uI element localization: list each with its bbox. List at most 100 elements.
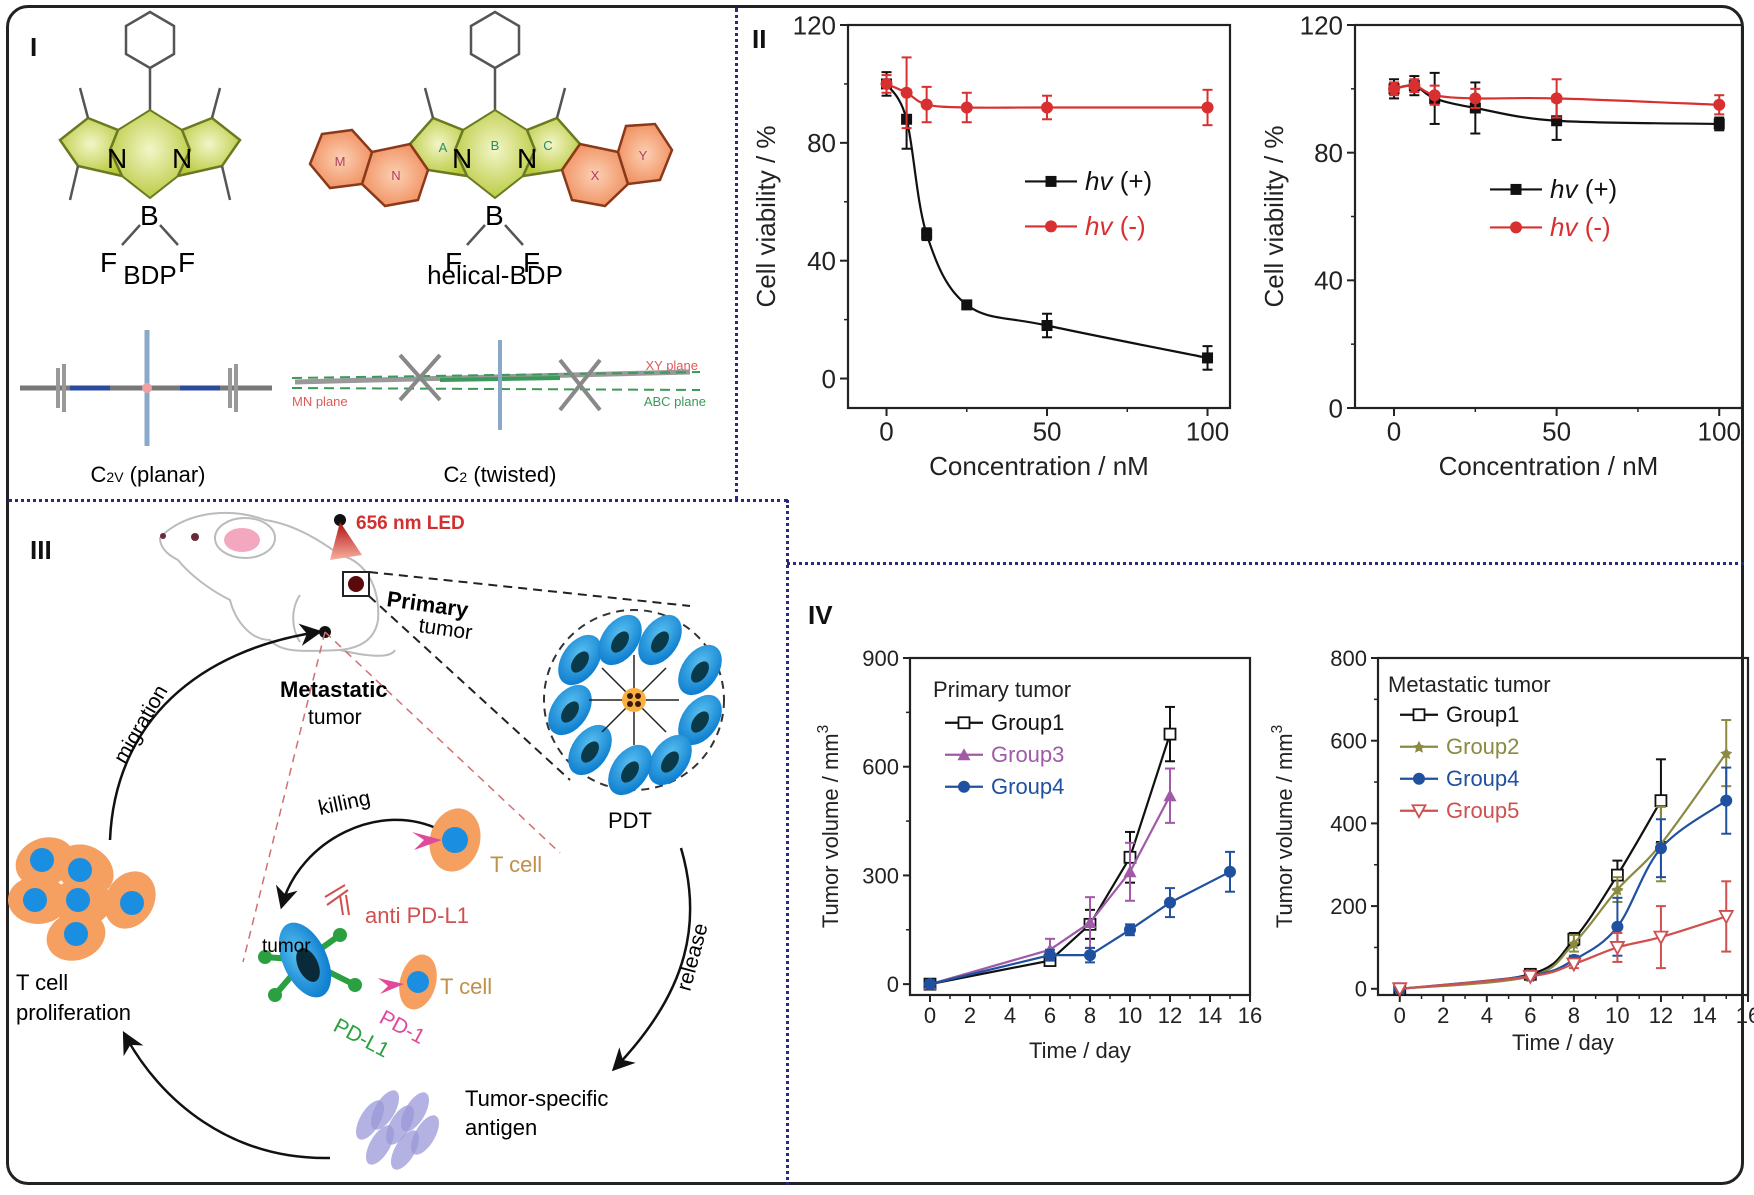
- twisted-structure-side-view: XY plane MN plane ABC plane C2 (twisted): [291, 340, 706, 487]
- legend-label: Group3: [991, 742, 1064, 767]
- data-point: [1083, 916, 1097, 929]
- data-point: [1044, 949, 1056, 962]
- legend-marker: [1410, 804, 1428, 820]
- proliferation-arrow: [122, 1031, 331, 1160]
- x-tick-label: 2: [1437, 1003, 1449, 1028]
- helical-ring-m: [308, 128, 374, 190]
- x-tick-label: 6: [1524, 1003, 1536, 1028]
- y-tick-label: 0: [1329, 393, 1343, 423]
- data-point: [1224, 865, 1236, 878]
- series-hv-: hv (-): [1388, 78, 1726, 242]
- atom-n: N: [172, 143, 192, 174]
- legend-label: Group4: [991, 774, 1064, 799]
- atom-f: F: [523, 247, 540, 278]
- data-point: [1522, 969, 1539, 985]
- chart-title: Metastatic tumor: [1388, 672, 1551, 697]
- helical-bdp-molecule: M N A B C X Y N N B F F helical-BDP: [308, 10, 674, 290]
- atom-n: N: [452, 143, 472, 174]
- pdt-label: PDT: [608, 808, 652, 833]
- t-cell-cluster-icon: [8, 837, 156, 961]
- superscript: 3: [1269, 725, 1286, 734]
- tumor-antigen-icon: [356, 1090, 439, 1170]
- data-point: [1163, 789, 1177, 802]
- atom-f: F: [445, 247, 462, 278]
- ring-label-c: C: [543, 138, 552, 153]
- data-point: [1469, 92, 1482, 105]
- x-tick-label: 100: [1698, 417, 1741, 447]
- plot-frame: [846, 23, 1232, 410]
- legend-label: Group1: [991, 710, 1064, 735]
- series-group4: Group4: [1393, 766, 1733, 995]
- chart-title: Primary tumor: [933, 677, 1071, 702]
- series-group4: Group4: [924, 774, 1236, 991]
- y-axis-label: Tumor volume / mm3: [815, 725, 843, 928]
- legend-hv: hv: [1550, 174, 1579, 204]
- y-tick-label: 80: [807, 128, 836, 158]
- x-tick-label: 2: [964, 1003, 976, 1028]
- ring-label-m: M: [335, 154, 346, 169]
- bdp-pyrrole-left: [58, 116, 125, 178]
- data-point: [1720, 794, 1733, 807]
- molecule-name-bdp: BDP: [123, 260, 176, 290]
- data-point: [1408, 79, 1421, 92]
- data-point: [1084, 949, 1096, 962]
- legend-label: Group5: [1446, 798, 1519, 823]
- divider-I-II: [735, 8, 738, 500]
- chart-viability-helical: 0 40 80 120 0 50 100 Concentration / nM Cell via…: [751, 10, 1232, 481]
- legend-label: hv (-): [1550, 212, 1611, 242]
- data-point: [960, 101, 973, 114]
- data-point: [1391, 982, 1408, 998]
- plot-frame: [908, 656, 1252, 997]
- anti-pdl1-antibody-icon: [324, 884, 350, 916]
- planar-structure-side-view: C2V (planar): [20, 330, 272, 487]
- data-point: [961, 299, 973, 311]
- x-tick-label: 14: [1198, 1003, 1222, 1028]
- legend-label: Group2: [1446, 734, 1519, 759]
- x-tick-label: 0: [924, 1003, 936, 1028]
- y-axis-label: Tumor volume / mm3: [1269, 725, 1297, 928]
- data-point: [1565, 957, 1582, 973]
- t-cell-label: T cell: [490, 852, 542, 877]
- legend-sign: (+): [1577, 174, 1617, 204]
- legend-marker: [1510, 183, 1522, 195]
- x-tick-label: 12: [1649, 1003, 1673, 1028]
- panel-label-II: II: [752, 24, 767, 54]
- legend-marker: [1510, 221, 1522, 234]
- y-axis-label: Cell viability / %: [751, 125, 781, 307]
- metastatic-tumor-label-sub: tumor: [308, 706, 362, 729]
- x-tick-label: 50: [1542, 417, 1571, 447]
- structure-caption-twisted: C2 (twisted): [444, 462, 557, 487]
- legend-hv: hv: [1085, 211, 1114, 241]
- led-label: 656 nm LED: [356, 513, 465, 534]
- x-tick-label: 8: [1084, 1003, 1096, 1028]
- data-point: [1609, 941, 1626, 956]
- bdp-molecule: N N B F F BDP: [58, 10, 242, 290]
- data-point: [1388, 82, 1401, 95]
- x-axis-label: Concentration / nM: [1439, 451, 1659, 481]
- data-point: [1720, 747, 1733, 760]
- y-tick-label: 600: [862, 755, 899, 780]
- legend-marker: [957, 748, 971, 761]
- antigen-label-line2: antigen: [465, 1115, 537, 1140]
- x-tick-label: 8: [1568, 1003, 1580, 1028]
- legend-hv: hv: [1550, 212, 1579, 242]
- data-point: [1654, 794, 1668, 808]
- helical-ring-y: [616, 122, 674, 186]
- data-point: [921, 228, 933, 240]
- data-point: [1164, 896, 1176, 909]
- x-tick-label: 0: [879, 417, 893, 447]
- legend-label: hv (-): [1085, 211, 1146, 241]
- data-point: [1428, 89, 1441, 102]
- ring-label-b: B: [491, 138, 500, 153]
- release-arrow: [611, 847, 692, 1072]
- x-tick-label: 10: [1605, 1003, 1629, 1028]
- y-tick-label: 0: [822, 364, 836, 394]
- series-line: [1399, 752, 1728, 990]
- x-tick-label: 16: [1238, 1003, 1262, 1028]
- legend-sign: (+): [1112, 166, 1152, 196]
- x-tick-label: 0: [1387, 417, 1401, 447]
- x-tick-label: 4: [1004, 1003, 1016, 1028]
- data-point: [1163, 727, 1177, 741]
- y-axis-label: Cell viability / %: [1259, 125, 1289, 307]
- ring-label-y: Y: [639, 148, 648, 163]
